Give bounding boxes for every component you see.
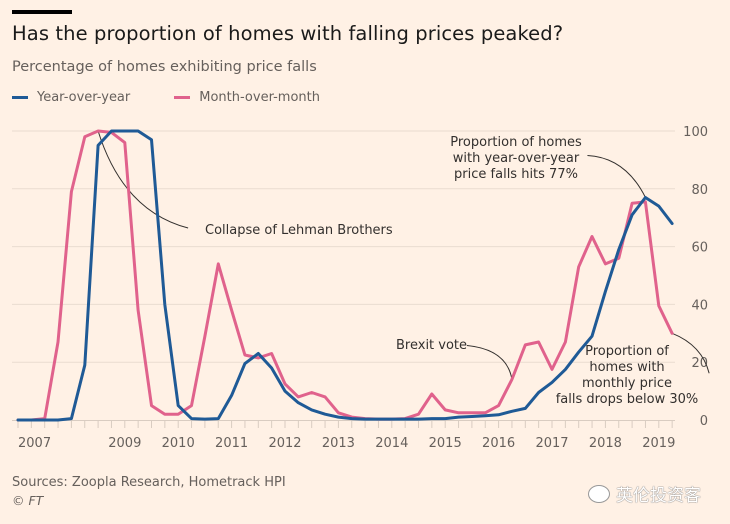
y-tick-label-60: 60 [691, 241, 708, 256]
y-tick-label-40: 40 [691, 298, 708, 313]
annotation-yoy77: Proportion of homes with year-over-year pr… [450, 135, 582, 182]
source-note: Sources: Zoopla Research, Hometrack HPI [12, 475, 286, 490]
watermark: 英伦投资客 [588, 481, 701, 506]
x-tick-label-2009: 2009 [108, 436, 141, 451]
y-tick-label-100: 100 [683, 125, 708, 140]
annotation-leader-yoy77 [587, 154, 646, 198]
x-axis: 2007 2009 2010 2011 2012 2013 2014 2015 2016 2017… [12, 420, 675, 451]
legend-label-mom: Month-over-month [199, 90, 320, 105]
annotation-leaders [97, 130, 710, 380]
annotation-leader-mom30 [671, 332, 710, 374]
annotation-line: homes with [589, 360, 664, 375]
x-tick-label-2015: 2015 [429, 436, 462, 451]
y-tick-label-0: 0 [700, 414, 708, 429]
x-tick-label-2010: 2010 [162, 436, 195, 451]
annotation-mom30: Proportion of homes with monthly price fall… [556, 344, 699, 407]
x-tick-label-2007: 2007 [18, 436, 51, 451]
series-line-month-over-month [16, 129, 674, 422]
annotation-line: Proportion of homes [450, 135, 582, 150]
annotation-texts: Collapse of Lehman Brothers Brexit vote Pr… [205, 135, 698, 407]
annotation-line: falls drops below 30% [556, 392, 699, 407]
ft-top-rule [12, 10, 72, 14]
watermark-text: 英伦投资客 [616, 486, 701, 506]
x-tick-label-2013: 2013 [322, 436, 355, 451]
x-tick-label-2011: 2011 [215, 436, 248, 451]
y-tick-label-80: 80 [691, 183, 708, 198]
legend-item-mom: Month-over-month [174, 90, 320, 105]
series-lines [16, 129, 674, 422]
annotation-line: monthly price [582, 376, 672, 391]
annotation-line: with year-over-year [453, 151, 580, 166]
annotation-line: price falls hits 77% [454, 167, 578, 182]
series-line-year-over-year [16, 129, 674, 422]
legend-item-yoy: Year-over-year [12, 90, 130, 105]
annotation-leader-lehman [97, 130, 189, 229]
annotation-leader-brexit [466, 345, 513, 380]
x-tick-label-2012: 2012 [268, 436, 301, 451]
x-tick-label-2019: 2019 [642, 436, 675, 451]
legend-swatch-yoy [12, 96, 28, 99]
legend: Year-over-year Month-over-month [12, 90, 364, 105]
annotation-lehman: Collapse of Lehman Brothers [205, 223, 393, 238]
annotation-line: Brexit vote [396, 338, 467, 353]
legend-swatch-mom [174, 96, 191, 99]
copyright-note: © FT [12, 493, 44, 508]
annotation-line: Collapse of Lehman Brothers [205, 223, 393, 238]
x-tick-label-2017: 2017 [535, 436, 568, 451]
legend-label-yoy: Year-over-year [37, 90, 131, 105]
wechat-icon [588, 484, 610, 503]
chart-title: Has the proportion of homes with falling… [12, 22, 564, 45]
chart-subtitle: Percentage of homes exhibiting price fal… [12, 59, 317, 75]
x-tick-label-2018: 2018 [589, 436, 622, 451]
annotation-line: Proportion of [585, 344, 669, 359]
annotation-brexit: Brexit vote [396, 338, 467, 353]
x-tick-label-2016: 2016 [482, 436, 515, 451]
x-tick-label-2014: 2014 [375, 436, 408, 451]
